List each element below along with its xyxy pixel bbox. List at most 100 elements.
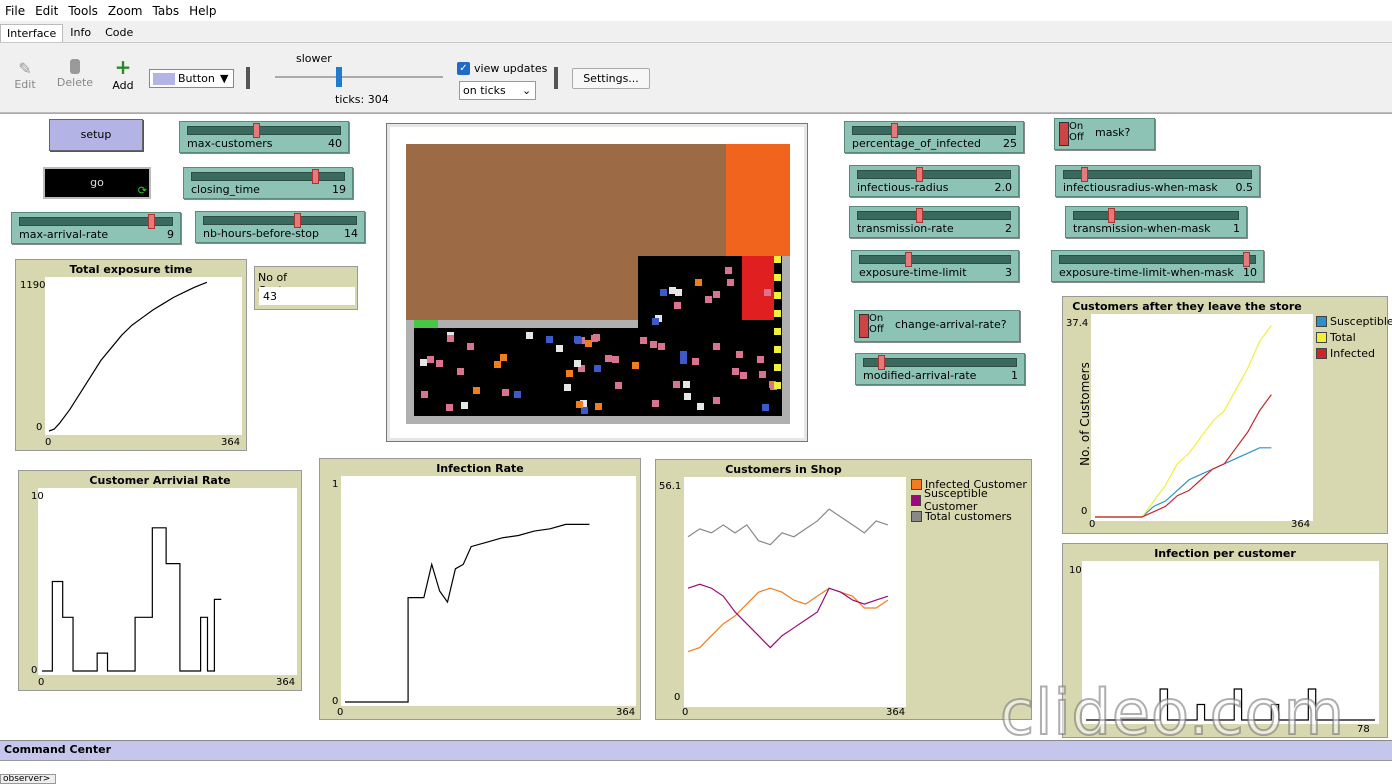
slider-label: max-customers: [187, 137, 273, 150]
y-max-tick: 1: [332, 479, 339, 490]
y-axis-label: No. of Customers: [1077, 362, 1092, 466]
slider-value: 14: [344, 227, 358, 240]
plot-title: Customers after they leave the store: [1072, 300, 1302, 313]
nb-hours-before-stop-slider[interactable]: nb-hours-before-stop 14: [195, 211, 365, 243]
settings-button[interactable]: Settings...: [572, 68, 650, 89]
slider-thumb[interactable]: [915, 167, 923, 182]
agent: [564, 384, 571, 391]
world-canvas: [406, 144, 790, 424]
slider-label: exposure-time-limit-when-mask: [1059, 266, 1234, 279]
observer-prompt[interactable]: observer>: [0, 774, 56, 784]
plot-canvas: [45, 277, 242, 435]
slider-thumb[interactable]: [1081, 167, 1089, 182]
slider-value: 19: [332, 183, 346, 196]
transmission-rate-slider[interactable]: transmission-rate 2: [849, 206, 1019, 238]
speed-slider[interactable]: [275, 76, 443, 78]
menu-tabs[interactable]: Tabs: [152, 3, 180, 18]
agent: [757, 356, 764, 363]
plot-customers-after-leave: Customers after they leave the store 37.…: [1062, 296, 1392, 534]
menu-file[interactable]: File: [5, 3, 26, 18]
view-updates-checkbox[interactable]: ✓: [457, 62, 470, 75]
agent: [683, 381, 690, 388]
menu-zoom[interactable]: Zoom: [107, 3, 143, 18]
tab-code[interactable]: Code: [105, 26, 134, 39]
switch-toggle[interactable]: [1059, 122, 1069, 146]
legend-item: Infected Customer: [911, 476, 1031, 492]
delete-button[interactable]: Delete: [56, 59, 94, 89]
slider-thumb[interactable]: [877, 355, 885, 370]
plot-infection-rate: Infection Rate 1 0 0 364: [319, 458, 641, 720]
slider-thumb[interactable]: [148, 214, 156, 229]
series-line-infected: [1095, 394, 1272, 518]
agent: [684, 393, 691, 400]
slider-thumb[interactable]: [905, 252, 913, 267]
slider-thumb[interactable]: [915, 208, 923, 223]
change-arrival-rate-switch[interactable]: On Off change-arrival-rate?: [854, 310, 1020, 342]
percentage-of-infected-slider[interactable]: percentage_of_infected 25: [844, 121, 1024, 153]
infectious-radius-slider[interactable]: infectious-radius 2.0: [849, 165, 1019, 197]
update-mode-select[interactable]: on ticks ⌄: [459, 81, 536, 100]
agent: [427, 356, 434, 363]
series-line-total-customers: [687, 508, 889, 546]
slider-thumb[interactable]: [891, 123, 899, 138]
agent: [612, 356, 619, 363]
forever-icon: ⟳: [137, 184, 147, 197]
menu-tools[interactable]: Tools: [68, 3, 98, 18]
menu-edit[interactable]: Edit: [35, 3, 59, 18]
mask-switch[interactable]: On Off mask?: [1054, 118, 1155, 150]
closing-time-slider[interactable]: closing_time 19: [183, 167, 353, 199]
slider-value: 1: [1233, 222, 1240, 235]
slider-thumb[interactable]: [1107, 208, 1115, 223]
slider-value: 2: [1005, 222, 1012, 235]
tab-interface[interactable]: Interface: [0, 24, 64, 42]
exposure-time-limit-when-mask-slider[interactable]: exposure-time-limit-when-mask 10: [1051, 250, 1264, 282]
slider-value: 2.0: [994, 181, 1013, 194]
view-updates-label: view updates: [474, 62, 548, 75]
slider-track: [203, 216, 357, 225]
plot-svg: [48, 281, 208, 432]
series-line-exposure: [48, 281, 208, 432]
x-max-tick: 364: [616, 707, 636, 718]
y-min-tick: 0: [332, 696, 339, 707]
agent: [467, 343, 474, 350]
agent: [770, 383, 777, 390]
plot-legend: Susceptible Total Infected: [1316, 313, 1392, 361]
speed-slider-thumb[interactable]: [336, 67, 342, 87]
go-button[interactable]: go ⟳: [43, 167, 151, 199]
slider-thumb[interactable]: [311, 169, 319, 184]
widget-type-select[interactable]: Button ▼: [149, 69, 234, 88]
modified-arrival-rate-slider[interactable]: modified-arrival-rate 1: [855, 353, 1025, 385]
max-arrival-rate-slider[interactable]: max-arrival-rate 9: [11, 212, 181, 244]
slider-track: [191, 172, 345, 181]
y-max-tick: 10: [1069, 565, 1082, 576]
infectiousradius-when-mask-slider[interactable]: infectiousradius-when-mask 0.5: [1055, 165, 1260, 197]
slider-thumb[interactable]: [1243, 252, 1251, 267]
slider-value: 40: [328, 137, 342, 150]
edit-button[interactable]: ✎ Edit: [12, 59, 38, 91]
slider-thumb[interactable]: [253, 123, 261, 138]
x-min-tick: 0: [45, 437, 52, 448]
add-button[interactable]: + Add: [110, 55, 136, 92]
menu-help[interactable]: Help: [189, 3, 217, 18]
plot-canvas: [1091, 314, 1313, 521]
legend-swatch: [1316, 331, 1327, 343]
transmission-when-mask-slider[interactable]: transmission-when-mask 1: [1065, 206, 1247, 238]
legend-swatch: [1316, 315, 1327, 327]
agent: [514, 391, 521, 398]
exposure-time-limit-slider[interactable]: exposure-time-limit 3: [851, 250, 1019, 282]
slider-thumb[interactable]: [294, 213, 302, 228]
divider: [246, 67, 250, 89]
world-view[interactable]: [386, 123, 808, 442]
plot-svg: [42, 527, 222, 672]
x-min-tick: 0: [337, 707, 344, 718]
slider-label: modified-arrival-rate: [863, 369, 977, 382]
x-max-tick: 364: [1291, 519, 1311, 530]
agent: [660, 289, 667, 296]
tab-info[interactable]: Info: [70, 26, 92, 39]
setup-button[interactable]: setup: [49, 119, 143, 151]
edit-label: Edit: [14, 78, 36, 91]
plus-icon: +: [114, 55, 132, 79]
switch-toggle[interactable]: [859, 314, 869, 338]
max-customers-slider[interactable]: max-customers 40: [179, 121, 349, 153]
y-max-tick: 10: [31, 491, 44, 502]
